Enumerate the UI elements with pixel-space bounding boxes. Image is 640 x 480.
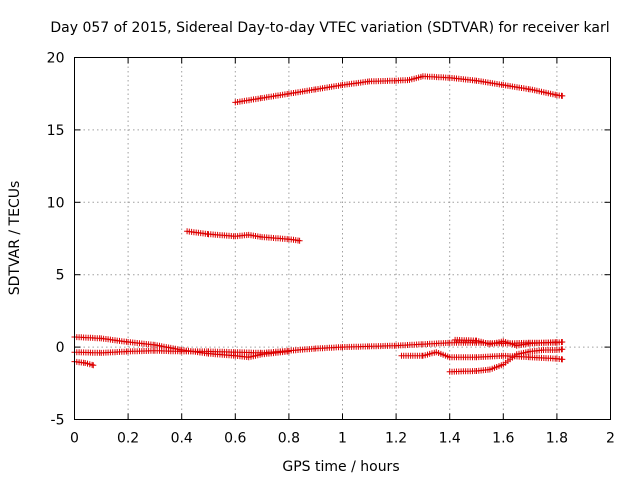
series-arc-low-2 <box>71 339 566 356</box>
axis-ticks <box>74 57 611 420</box>
x-tick-label: 1.4 <box>439 431 461 447</box>
x-tick-label: 1 <box>338 431 347 447</box>
data-point-marks <box>232 73 566 106</box>
series-arc-low-6 <box>452 336 560 349</box>
y-tick-label: 0 <box>56 340 65 356</box>
x-tick-label: 0.6 <box>224 431 246 447</box>
x-tick-label: 0.4 <box>171 431 193 447</box>
data-point-marks <box>71 339 566 356</box>
series-arc-top <box>232 73 566 106</box>
x-tick-label: 0.2 <box>117 431 139 447</box>
x-tick-label: 1.8 <box>546 431 568 447</box>
series-arc-low-3 <box>71 358 97 369</box>
data-point-marks <box>398 349 566 363</box>
y-tick-label: -5 <box>51 413 65 429</box>
x-tick-label: 1.6 <box>492 431 514 447</box>
chart-title: Day 057 of 2015, Sidereal Day-to-day VTE… <box>50 20 609 36</box>
data-points <box>71 73 566 375</box>
plot-frame <box>74 57 611 420</box>
series-arc-mid <box>184 228 303 244</box>
x-tick-label: 1.2 <box>385 431 407 447</box>
data-point-marks <box>71 358 97 369</box>
series-arc-low-4 <box>398 349 566 363</box>
x-tick-labels: 0 0.2 0.4 0.6 0.8 1 1.2 1.4 1.6 1.8 2 <box>70 431 615 447</box>
y-tick-label: 5 <box>56 268 65 284</box>
x-tick-label: 2 <box>606 431 615 447</box>
grid <box>74 57 611 420</box>
series-arc-low-5 <box>446 346 566 375</box>
data-point-marks <box>446 346 566 375</box>
x-tick-label: 0 <box>70 431 79 447</box>
y-tick-labels: -5 0 5 10 15 20 <box>47 51 65 429</box>
y-tick-label: 20 <box>47 51 65 67</box>
data-point-marks <box>452 336 560 349</box>
y-axis-label: SDTVAR / TECUs <box>7 181 23 296</box>
x-tick-label: 0.8 <box>278 431 300 447</box>
y-tick-label: 10 <box>47 195 65 211</box>
data-point-marks <box>184 228 303 244</box>
y-tick-label: 15 <box>47 123 65 139</box>
x-axis-label: GPS time / hours <box>282 459 399 475</box>
